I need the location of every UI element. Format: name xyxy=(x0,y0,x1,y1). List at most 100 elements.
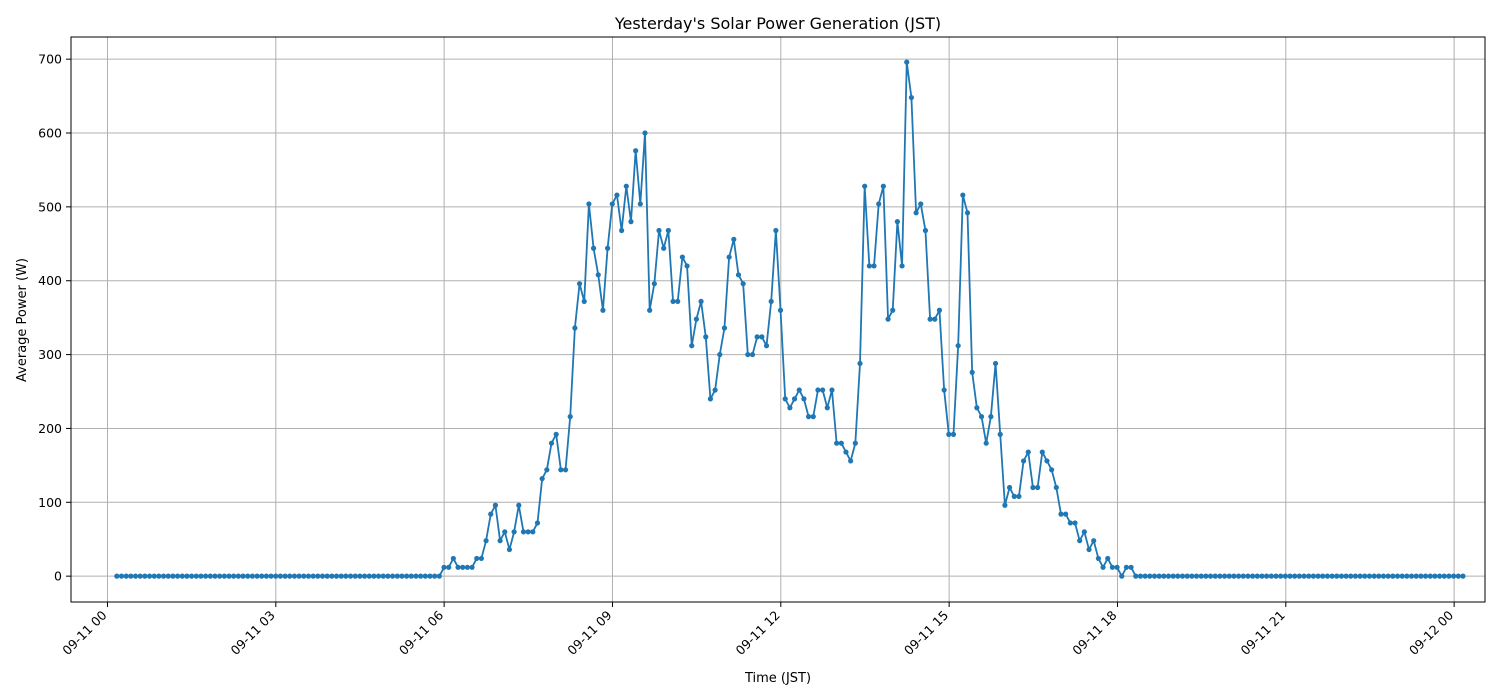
data-point xyxy=(1282,573,1288,579)
data-point xyxy=(698,298,704,305)
data-point xyxy=(740,281,746,287)
data-point xyxy=(380,573,386,579)
data-point xyxy=(422,573,428,579)
x-tick-label: 09-11 18 xyxy=(1069,607,1119,657)
data-point xyxy=(1343,573,1349,579)
data-point xyxy=(689,343,695,349)
data-point xyxy=(506,546,513,553)
x-axis-label: Time (JST) xyxy=(744,671,811,686)
data-point xyxy=(193,573,199,579)
data-point xyxy=(661,245,667,251)
data-point xyxy=(1091,538,1097,544)
data-point xyxy=(955,343,961,349)
data-point xyxy=(628,219,634,225)
data-point xyxy=(712,387,718,393)
data-point xyxy=(1133,573,1139,579)
data-point xyxy=(137,573,143,579)
data-point xyxy=(623,183,629,189)
data-point xyxy=(801,396,807,402)
data-point xyxy=(1362,573,1368,579)
data-point xyxy=(263,573,269,579)
data-point xyxy=(1455,573,1461,579)
y-axis-label: Average Power (W) xyxy=(15,258,30,382)
x-tick-label: 09-11 09 xyxy=(564,607,614,657)
data-point xyxy=(1324,573,1331,579)
data-point xyxy=(1137,573,1144,579)
data-point xyxy=(460,564,466,570)
data-point xyxy=(1376,573,1382,579)
data-point xyxy=(852,440,858,446)
data-point xyxy=(1086,546,1092,553)
x-tick-label: 09-11 15 xyxy=(901,608,951,658)
data-point xyxy=(1441,573,1447,579)
data-point xyxy=(1170,573,1176,579)
data-point xyxy=(787,405,793,411)
data-point xyxy=(974,405,980,411)
data-point xyxy=(1151,573,1158,579)
data-point xyxy=(1268,573,1274,579)
data-point xyxy=(324,573,330,579)
data-point xyxy=(249,573,255,579)
y-tick-label: 200 xyxy=(38,421,62,436)
data-point xyxy=(992,360,999,367)
data-point xyxy=(343,573,349,579)
data-point xyxy=(1301,573,1307,579)
x-tick-label: 09-11 03 xyxy=(228,608,278,658)
data-point xyxy=(665,227,671,234)
data-point xyxy=(427,573,433,579)
data-point xyxy=(675,298,681,305)
data-point xyxy=(1394,573,1401,579)
data-point xyxy=(586,201,592,207)
data-point xyxy=(418,573,424,579)
data-point xyxy=(1254,573,1260,579)
data-point xyxy=(483,538,489,544)
data-point xyxy=(273,573,279,579)
data-point xyxy=(553,431,559,437)
data-point xyxy=(338,573,344,579)
data-point xyxy=(534,520,541,526)
data-point xyxy=(259,573,265,579)
data-point xyxy=(371,573,377,579)
data-point xyxy=(1310,573,1316,579)
data-point xyxy=(997,431,1003,437)
data-point xyxy=(502,529,508,535)
data-point xyxy=(810,414,816,420)
data-point xyxy=(315,573,321,579)
data-point xyxy=(609,201,615,207)
data-point xyxy=(1259,573,1265,579)
data-point xyxy=(525,529,531,535)
data-point xyxy=(385,573,391,579)
data-point xyxy=(305,573,312,579)
data-point xyxy=(231,573,237,579)
chart-title: Yesterday's Solar Power Generation (JST) xyxy=(614,14,941,33)
data-point xyxy=(1287,573,1293,579)
data-point xyxy=(394,573,400,579)
data-point xyxy=(212,573,218,579)
data-point xyxy=(1380,573,1387,579)
data-point xyxy=(960,192,966,198)
data-point xyxy=(1334,573,1340,579)
data-point xyxy=(333,573,340,579)
data-point xyxy=(1292,573,1298,579)
data-point xyxy=(1142,573,1148,579)
data-point xyxy=(1039,449,1045,455)
data-point xyxy=(207,573,213,579)
data-point xyxy=(184,573,190,579)
data-point xyxy=(282,573,288,579)
y-tick-label: 100 xyxy=(38,495,62,510)
data-point xyxy=(1348,573,1354,579)
data-point xyxy=(876,201,882,207)
data-point xyxy=(777,307,784,313)
data-point xyxy=(408,573,414,579)
data-point xyxy=(1044,458,1050,464)
data-point xyxy=(1072,520,1078,526)
data-point xyxy=(165,573,171,579)
data-point xyxy=(404,573,410,579)
data-point xyxy=(478,555,484,562)
data-point xyxy=(1147,573,1153,579)
data-point xyxy=(773,227,779,234)
data-point xyxy=(413,573,419,579)
data-point xyxy=(170,573,176,579)
data-point xyxy=(1053,484,1059,491)
data-point xyxy=(782,396,788,402)
